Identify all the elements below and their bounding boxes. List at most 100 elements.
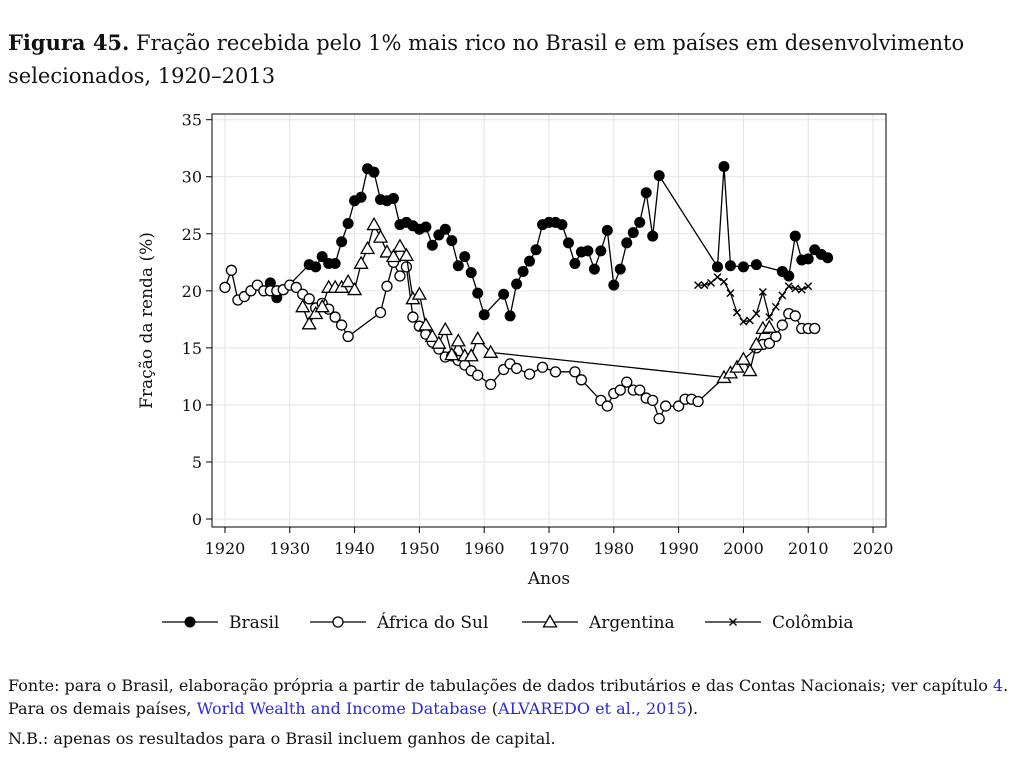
data-point-marker xyxy=(712,261,723,273)
data-point-marker xyxy=(763,337,775,349)
data-point-marker xyxy=(485,378,497,391)
source-middle: . Para os demais países, xyxy=(8,676,1009,718)
data-point-marker xyxy=(634,384,646,396)
data-point-marker xyxy=(426,239,438,251)
data-point-marker xyxy=(387,192,399,204)
y-axis-label: Fração da renda (%) xyxy=(137,232,157,409)
data-point-marker xyxy=(575,374,588,386)
data-point-marker xyxy=(770,330,782,343)
data-point-marker xyxy=(771,302,780,311)
database-link[interactable]: World Wealth and Income Database xyxy=(196,699,487,718)
data-point-marker xyxy=(719,277,728,286)
data-point-marker xyxy=(308,305,324,320)
data-point-marker xyxy=(465,267,477,279)
data-point-marker xyxy=(478,309,490,321)
legend-item: Colômbia xyxy=(705,613,854,633)
source-paren-close: ). xyxy=(686,699,699,718)
data-point-marker xyxy=(184,616,196,628)
data-point-marker xyxy=(446,235,458,247)
data-point-marker xyxy=(452,260,464,272)
data-point-marker xyxy=(804,282,813,291)
data-point-marker xyxy=(582,245,594,257)
data-point-marker xyxy=(614,263,626,275)
data-point-marker xyxy=(366,216,382,231)
data-point-marker xyxy=(530,244,542,256)
legend-label: Colômbia xyxy=(772,613,854,633)
x-tick-label: 1940 xyxy=(334,539,375,558)
data-point-marker xyxy=(420,221,432,233)
x-tick-label: 2010 xyxy=(788,539,829,558)
series-0 xyxy=(264,160,834,322)
data-point-marker xyxy=(392,238,408,252)
data-point-marker xyxy=(444,346,460,361)
data-point-marker xyxy=(752,309,761,318)
data-point-marker xyxy=(647,230,659,242)
y-tick-label: 35 xyxy=(182,111,202,130)
figure-caption-text: Fração recebida pelo 1% mais rico no Bra… xyxy=(8,31,965,88)
data-point-marker xyxy=(718,160,730,172)
data-point-marker xyxy=(368,166,380,178)
data-point-marker xyxy=(459,251,471,263)
data-point-marker xyxy=(569,257,581,269)
y-tick-label: 5 xyxy=(192,453,202,472)
chart-series xyxy=(219,160,834,425)
data-point-marker xyxy=(729,359,745,373)
data-point-marker xyxy=(758,287,767,296)
data-point-marker xyxy=(463,348,479,362)
data-point-marker xyxy=(748,336,765,350)
data-point-marker xyxy=(640,187,652,199)
chart-legend: Brasil África do Sul Argentina Colômbia xyxy=(162,612,854,633)
data-point-marker xyxy=(385,248,402,263)
citation-link[interactable]: ALVAREDO et al., 2015 xyxy=(498,699,687,718)
data-point-marker xyxy=(524,255,536,267)
data-point-marker xyxy=(381,280,393,292)
y-tick-label: 15 xyxy=(182,339,202,358)
data-point-marker xyxy=(621,237,633,249)
data-point-marker xyxy=(329,257,341,269)
data-point-marker xyxy=(418,317,434,331)
data-point-marker xyxy=(809,322,821,335)
x-tick-label: 1960 xyxy=(464,539,505,558)
data-point-marker xyxy=(303,293,315,305)
data-point-marker xyxy=(470,330,486,345)
data-point-marker xyxy=(472,287,484,299)
data-point-marker xyxy=(601,400,613,412)
x-tick-label: 2000 xyxy=(723,539,764,558)
data-point-marker xyxy=(745,316,754,325)
source-paren-open: ( xyxy=(486,699,499,718)
data-point-marker xyxy=(672,400,685,412)
figure-label: Figura 45. xyxy=(8,30,130,55)
data-point-marker xyxy=(621,376,633,388)
data-point-marker xyxy=(359,240,376,255)
data-point-marker xyxy=(713,273,722,282)
data-point-marker xyxy=(523,368,536,380)
data-point-marker xyxy=(601,224,613,236)
series-3 xyxy=(694,273,813,326)
series-1 xyxy=(219,256,821,425)
data-point-marker xyxy=(556,219,568,231)
chart-axes: 1920 1930 1940 1950 1960 1970 1980 1990 2000 2010… xyxy=(182,111,894,558)
data-point-marker xyxy=(588,263,600,275)
data-point-marker xyxy=(742,362,758,377)
data-point-marker xyxy=(653,412,665,425)
y-tick-label: 20 xyxy=(182,282,202,301)
y-tick-label: 25 xyxy=(182,225,202,244)
legend-label: Argentina xyxy=(588,613,675,633)
data-point-marker xyxy=(542,614,558,628)
data-point-marker xyxy=(791,284,800,293)
data-point-marker xyxy=(732,308,741,317)
x-tick-label: 1990 xyxy=(658,539,699,558)
chapter-link[interactable]: 4 xyxy=(992,676,1004,695)
data-point-marker xyxy=(739,317,748,326)
data-point-marker xyxy=(424,328,440,342)
data-point-marker xyxy=(789,230,801,242)
legend-label: África do Sul xyxy=(376,612,488,633)
data-point-marker xyxy=(504,310,516,322)
data-point-marker xyxy=(765,313,774,322)
data-point-marker xyxy=(627,227,639,239)
data-point-marker xyxy=(778,291,787,300)
data-point-marker xyxy=(595,245,607,257)
data-point-marker xyxy=(290,281,302,294)
data-point-marker xyxy=(750,259,762,271)
data-point-marker xyxy=(562,237,574,249)
